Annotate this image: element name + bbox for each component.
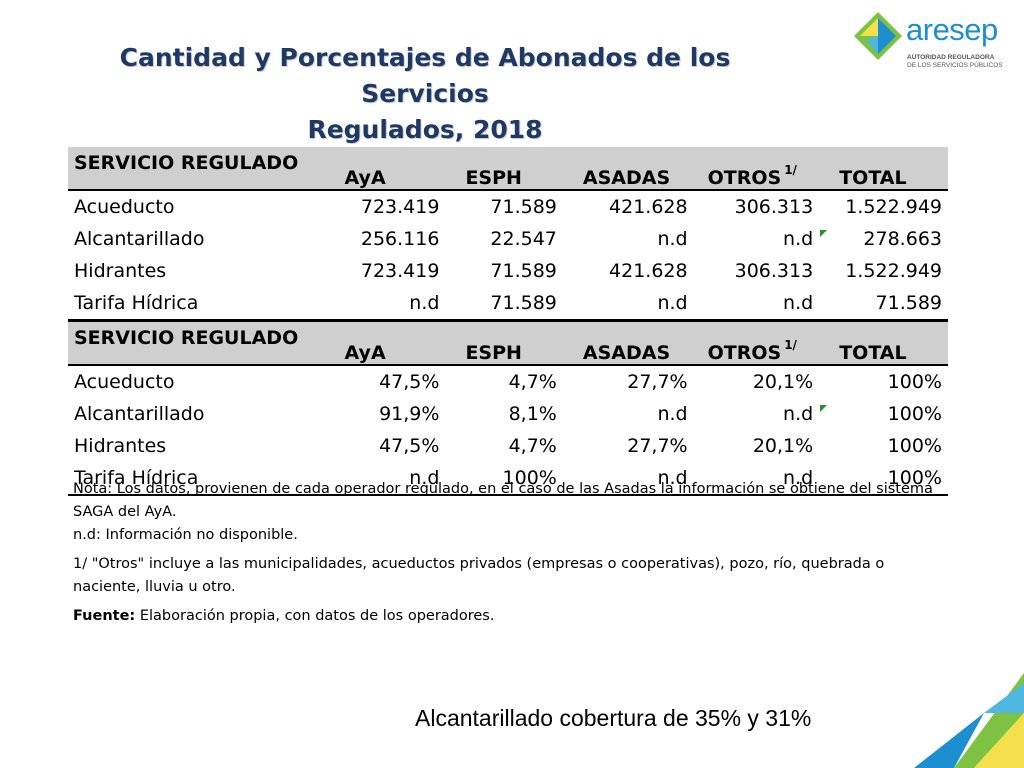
cell-esph: 100% xyxy=(445,462,563,496)
row-label: Hidrantes xyxy=(74,435,167,457)
note-source-explanation: Nota: Los datos, provienen de cada opera… xyxy=(73,481,933,520)
header-aya: AyA xyxy=(324,319,446,366)
row-label: Alcantarillado xyxy=(74,228,205,250)
row-label: Acueducto xyxy=(74,196,175,218)
header-aya: AyA xyxy=(324,147,446,191)
cell-total: 71.589 xyxy=(875,292,942,314)
table-row: Tarifa Hídrica n.d 71.589 n.d n.d 71.589 xyxy=(68,287,948,321)
table-row: Acueducto 723.419 71.589 421.628 306.313… xyxy=(68,190,948,223)
cell-otros: n.d xyxy=(783,292,814,314)
cell-otros: 306.313 xyxy=(734,196,814,218)
cell-asadas: n.d xyxy=(562,462,694,496)
table2-header-row: SERVICIO REGULADO AyA ESPH ASADAS OTROS 1… xyxy=(68,319,948,366)
footnote-marker: 1/ xyxy=(784,163,797,177)
comment-flag: n.d xyxy=(783,403,814,425)
logo-wordmark: aresep xyxy=(906,12,998,47)
cell-esph: 71.589 xyxy=(490,292,557,314)
cell-esph: 22.547 xyxy=(490,228,557,250)
logo-subtitle-2: DE LOS SERVICIOS PÚBLICOS xyxy=(907,62,1003,69)
table-row: Hidrantes 47,5% 4,7% 27,7% 20,1% 100% xyxy=(68,430,948,462)
cell-esph: 4,7% xyxy=(508,435,557,457)
table-row: Alcantarillado 256.116 22.547 n.d n.d 27… xyxy=(68,223,948,255)
aresep-logo-mark-icon xyxy=(854,12,902,60)
title-line-2: Regulados, 2018 xyxy=(307,115,543,144)
header-esph: ESPH xyxy=(445,319,563,366)
cell-otros: 306.313 xyxy=(734,260,814,282)
aresep-logo: aresep AUTORIDAD REGULADORA DE LOS SERVI… xyxy=(852,8,1003,70)
page-title: Cantidad y Porcentajes de Abonados de lo… xyxy=(60,40,790,148)
row-label: Acueducto xyxy=(74,371,175,393)
cell-total: 100% xyxy=(819,462,948,496)
cell-esph: 71.589 xyxy=(490,260,557,282)
cell-esph: 71.589 xyxy=(490,196,557,218)
header-esph: ESPH xyxy=(445,147,563,191)
row-label: Alcantarillado xyxy=(74,403,205,425)
header-otros: OTROS 1/ xyxy=(693,147,820,191)
note-fuente: Fuente: Elaboración propia, con datos de… xyxy=(73,605,933,628)
row-label: Tarifa Hídrica xyxy=(74,292,199,314)
cell-esph: 4,7% xyxy=(508,371,557,393)
coverage-caption: Alcantarillado cobertura de 35% y 31% xyxy=(415,705,812,731)
cell-aya: 723.419 xyxy=(360,260,440,282)
footnote-marker: 1/ xyxy=(784,338,797,352)
cell-aya: 91,9% xyxy=(379,403,440,425)
cell-total: 100% xyxy=(887,371,942,393)
header-asadas: ASADAS xyxy=(562,147,694,191)
cell-asadas: 421.628 xyxy=(609,260,688,282)
cell-otros: n.d xyxy=(693,462,820,496)
cell-asadas: 421.628 xyxy=(609,196,688,218)
table1-header-row: SERVICIO REGULADO AyA ESPH ASADAS OTROS 1… xyxy=(68,147,948,191)
cell-aya: n.d xyxy=(409,292,440,314)
abonados-table: SERVICIO REGULADO AyA ESPH ASADAS OTROS 1… xyxy=(68,147,948,496)
fuente-label: Fuente: xyxy=(73,608,136,624)
cell-aya: 723.419 xyxy=(360,196,440,218)
row-label: Hidrantes xyxy=(74,260,167,282)
table-notes: Nota: Los datos, provienen de cada opera… xyxy=(73,478,933,628)
cell-asadas: n.d xyxy=(657,228,688,250)
cell-aya: 47,5% xyxy=(379,435,440,457)
cell-aya: n.d xyxy=(324,462,446,496)
header-servicio: SERVICIO REGULADO xyxy=(68,147,325,191)
cell-aya: 47,5% xyxy=(379,371,440,393)
cell-otros: n.d xyxy=(694,223,820,255)
cell-otros: 20,1% xyxy=(752,435,814,457)
cell-otros: 20,1% xyxy=(752,371,814,393)
cell-asadas: 27,7% xyxy=(627,435,688,457)
header-total: TOTAL xyxy=(819,319,948,366)
corner-decoration-icon xyxy=(914,673,1024,768)
cell-total: 100% xyxy=(887,435,942,457)
comment-flag: n.d xyxy=(783,228,814,250)
header-otros: OTROS 1/ xyxy=(693,319,820,366)
cell-otros: n.d xyxy=(694,398,820,430)
fuente-text: Elaboración propia, con datos de los ope… xyxy=(135,608,495,624)
cell-total: 1.522.949 xyxy=(845,260,942,282)
row-label: Tarifa Hídrica xyxy=(68,462,325,496)
header-servicio: SERVICIO REGULADO xyxy=(68,319,325,366)
note-otros-footnote: 1/ "Otros" incluye a las municipalidades… xyxy=(73,556,885,595)
cell-asadas: n.d xyxy=(657,403,688,425)
cell-aya: 256.116 xyxy=(360,228,440,250)
title-line-1: Cantidad y Porcentajes de Abonados de lo… xyxy=(119,43,731,108)
header-total: TOTAL xyxy=(819,147,948,191)
cell-total: 278.663 xyxy=(863,228,942,250)
table-row: Hidrantes 723.419 71.589 421.628 306.313… xyxy=(68,255,948,287)
table-row: Tarifa Hídrica n.d 100% n.d n.d 100% xyxy=(68,462,948,496)
cell-asadas: n.d xyxy=(657,292,688,314)
note-nd-definition: n.d: Información no disponible. xyxy=(73,527,298,543)
cell-total: 100% xyxy=(887,403,942,425)
table-row: Alcantarillado 91,9% 8,1% n.d n.d 100% xyxy=(68,398,948,430)
table-row: Acueducto 47,5% 4,7% 27,7% 20,1% 100% xyxy=(68,365,948,398)
cell-asadas: 27,7% xyxy=(627,371,688,393)
logo-subtitle-1: AUTORIDAD REGULADORA xyxy=(907,54,995,61)
header-asadas: ASADAS xyxy=(562,319,694,366)
cell-total: 1.522.949 xyxy=(845,196,942,218)
cell-esph: 8,1% xyxy=(508,403,557,425)
